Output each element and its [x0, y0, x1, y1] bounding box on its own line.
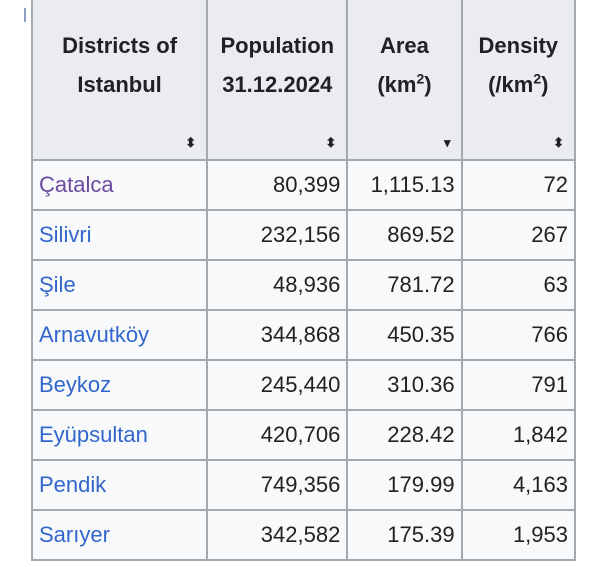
header-line2: (km	[377, 72, 417, 97]
table-row: Arnavutköy 344,868 450.35 766	[30, 309, 576, 361]
population-cell: 420,706	[206, 409, 349, 461]
table-row: Pendik 749,356 179.99 4,163	[30, 459, 576, 511]
district-cell: Şile	[30, 259, 209, 311]
area-cell: 310.36	[346, 359, 463, 411]
district-link[interactable]: Sarıyer	[39, 522, 110, 547]
column-header-population[interactable]: Population 31.12.2024 ⬍	[206, 0, 349, 161]
density-cell: 766	[460, 309, 576, 361]
table-row: Silivri 232,156 869.52 267	[30, 209, 576, 261]
density-cell: 72	[460, 159, 576, 211]
district-cell: Arnavutköy	[30, 309, 209, 361]
population-cell: 48,936	[206, 259, 349, 311]
district-cell: Eyüpsultan	[30, 409, 209, 461]
population-cell: 232,156	[206, 209, 349, 261]
header-line1: Districts of	[62, 33, 178, 58]
districts-table: Districts of Istanbul ⬍ Population 31.12.202…	[30, 0, 576, 561]
district-cell: Pendik	[30, 459, 209, 511]
header-close-paren: )	[424, 72, 432, 97]
district-link[interactable]: Arnavutköy	[39, 322, 150, 347]
header-superscript: 2	[533, 70, 542, 87]
district-link[interactable]: Silivri	[39, 222, 92, 247]
density-cell: 791	[460, 359, 576, 411]
area-cell: 869.52	[346, 209, 463, 261]
sort-descending-icon[interactable]: ▾	[444, 135, 451, 150]
area-cell: 450.35	[346, 309, 463, 361]
district-cell: Çatalca	[30, 159, 209, 211]
header-line2: (/km	[488, 72, 534, 97]
header-line1: Population	[220, 33, 335, 58]
column-header-districts[interactable]: Districts of Istanbul ⬍	[30, 0, 209, 161]
header-line2: Istanbul	[77, 72, 162, 97]
district-cell: Beykoz	[30, 359, 209, 411]
column-header-density[interactable]: Density (/km2) ⬍	[460, 0, 576, 161]
population-cell: 80,399	[206, 159, 349, 211]
area-cell: 175.39	[346, 509, 463, 561]
area-cell: 781.72	[346, 259, 463, 311]
district-link[interactable]: Beykoz	[39, 372, 112, 397]
district-link[interactable]: Pendik	[39, 472, 107, 497]
header-line1: Area	[379, 33, 429, 58]
district-link[interactable]: Çatalca	[39, 172, 114, 197]
density-cell: 1,842	[460, 409, 576, 461]
district-link[interactable]: Eyüpsultan	[39, 422, 148, 447]
district-cell: Silivri	[30, 209, 209, 261]
header-line1: Density	[478, 33, 559, 58]
population-cell: 245,440	[206, 359, 349, 411]
district-link[interactable]: Şile	[39, 272, 76, 297]
table-viewport[interactable]: Districts of Istanbul ⬍ Population 31.12.202…	[0, 0, 576, 567]
clipped-content-edge	[24, 8, 26, 22]
area-cell: 1,115.13	[346, 159, 463, 211]
density-cell: 4,163	[460, 459, 576, 511]
density-cell: 267	[460, 209, 576, 261]
table-row: Çatalca 80,399 1,115.13 72	[30, 159, 576, 211]
population-cell: 344,868	[206, 309, 349, 361]
density-cell: 63	[460, 259, 576, 311]
sort-both-icon[interactable]: ⬍	[553, 135, 564, 150]
header-line2: 31.12.2024	[222, 72, 333, 97]
population-cell: 749,356	[206, 459, 349, 511]
population-cell: 342,582	[206, 509, 349, 561]
area-cell: 228.42	[346, 409, 463, 461]
header-close-paren: )	[541, 72, 549, 97]
column-header-area[interactable]: Area (km2) ▾	[346, 0, 463, 161]
area-cell: 179.99	[346, 459, 463, 511]
table-row: Beykoz 245,440 310.36 791	[30, 359, 576, 411]
header-superscript: 2	[416, 70, 425, 87]
district-cell: Sarıyer	[30, 509, 209, 561]
sort-both-icon[interactable]: ⬍	[185, 135, 197, 150]
table-row: Eyüpsultan 420,706 228.42 1,842	[30, 409, 576, 461]
table-row: Sarıyer 342,582 175.39 1,953	[30, 509, 576, 561]
table-row: Şile 48,936 781.72 63	[30, 259, 576, 311]
sort-both-icon[interactable]: ⬍	[325, 135, 337, 150]
density-cell: 1,953	[460, 509, 576, 561]
